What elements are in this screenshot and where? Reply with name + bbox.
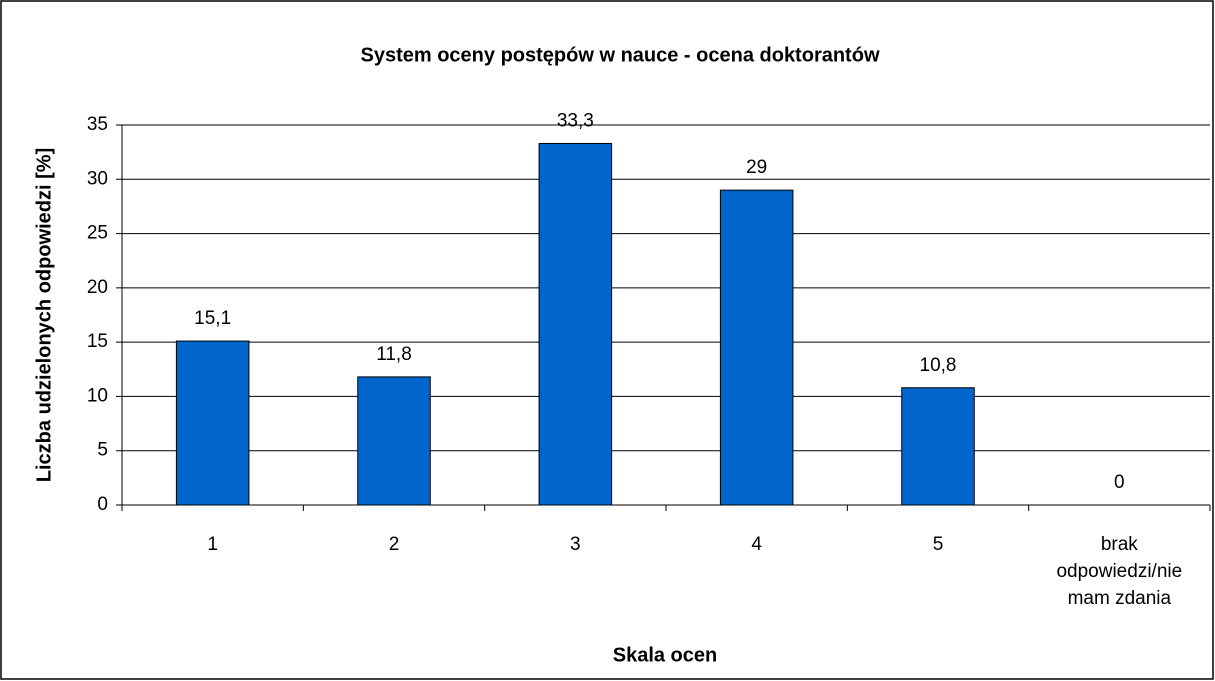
bar (357, 376, 431, 506)
y-tick-label: 35 (87, 114, 108, 135)
x-tick-label: 5 (932, 534, 944, 555)
bar (538, 142, 613, 506)
y-tick-label: 20 (87, 277, 108, 298)
bar (175, 340, 250, 506)
y-tick-label: 10 (87, 385, 108, 406)
x-tick-label: 3 (570, 534, 581, 555)
value-label: 15,1 (194, 308, 231, 329)
x-tick-label: 1 (207, 534, 218, 555)
y-tick-label: 15 (87, 331, 108, 352)
value-label: 33,3 (557, 110, 594, 131)
value-label: 10,8 (920, 355, 957, 376)
y-tick-label: 5 (97, 440, 108, 461)
x-tick-label: 2 (388, 534, 400, 555)
y-axis-label: Liczba udzielonych odpowiedzi [%] (33, 148, 55, 482)
value-label: 0 (1114, 472, 1125, 493)
value-label: 11,8 (376, 344, 412, 365)
x-tick-label: brak odpowiedzi/nie mam zdania (1056, 534, 1183, 609)
bar (719, 189, 794, 506)
chart-title: System oceny postępów w nauce - ocena do… (361, 44, 880, 66)
bar (901, 387, 975, 506)
x-axis-label: Skala ocen (613, 644, 718, 666)
y-tick-label: 0 (97, 494, 108, 515)
y-tick-label: 30 (87, 168, 108, 189)
value-label: 29 (746, 157, 767, 178)
y-tick-label: 25 (87, 223, 108, 244)
x-tick-label: 4 (751, 534, 762, 555)
